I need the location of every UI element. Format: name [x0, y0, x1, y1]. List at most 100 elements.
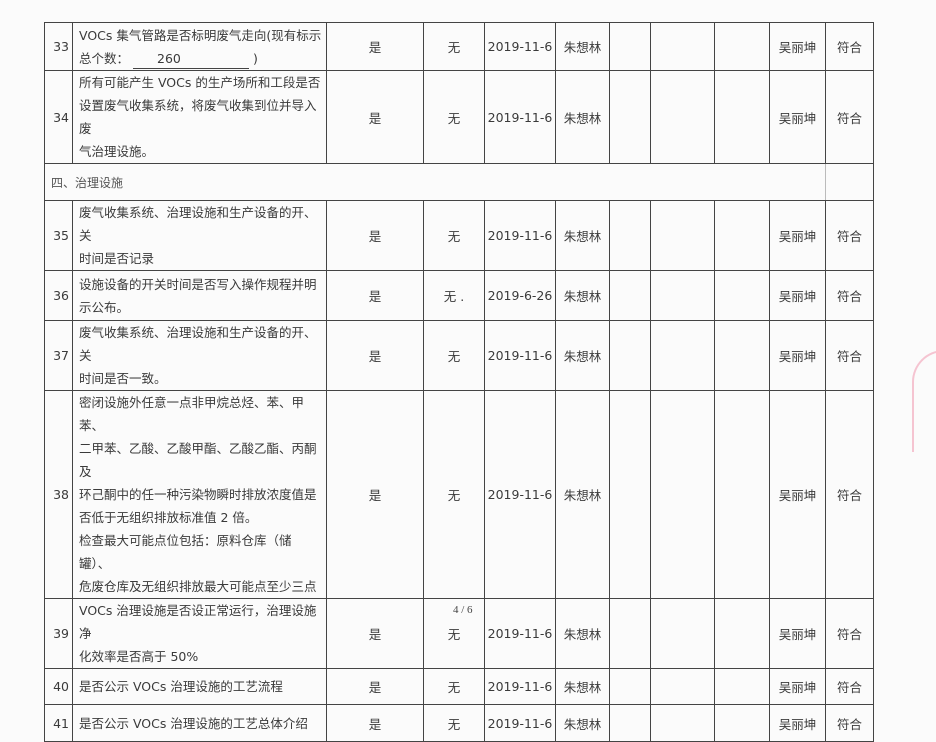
date-cell: 2019-11-6 [484, 200, 556, 271]
date-cell: 2019-11-6 [484, 704, 556, 742]
empty-cell [609, 668, 651, 705]
item-number: 34 [44, 70, 73, 164]
empty-cell [650, 320, 715, 391]
issue-cell: 无 [423, 390, 485, 599]
answer-cell: 是 [326, 200, 424, 271]
table-row: 34 所有可能产生 VOCs 的生产场所和工段是否 设置废气收集系统，将废气收集到位… [44, 70, 874, 164]
date-cell: 2019-11-6 [484, 390, 556, 599]
empty-cell [609, 22, 651, 71]
desc-line: 总个数： [79, 50, 130, 66]
result-cell: 符合 [825, 390, 874, 599]
table-row: 37 废气收集系统、治理设施和生产设备的开、关 时间是否一致。是无 2019-11-6… [44, 320, 874, 391]
item-description: 设施设备的开关时间是否写入操作规程并明 示公布。 [72, 270, 327, 321]
desc-line: 所有可能产生 VOCs 的生产场所和工段是否 [79, 75, 321, 90]
reviewer-cell: 吴丽坤 [769, 22, 826, 71]
reviewer-cell: 吴丽坤 [769, 320, 826, 391]
empty-cell [714, 70, 770, 164]
red-stamp-fragment [912, 350, 936, 452]
empty-cell [609, 704, 651, 742]
desc-line: 时间是否记录 [79, 251, 155, 266]
answer-cell: 是 [326, 22, 424, 71]
section-heading: 四、治理设施 [44, 163, 826, 201]
empty-cell [714, 668, 770, 705]
desc-line: 时间是否一致。 [79, 371, 167, 386]
empty-cell [714, 598, 770, 669]
result-cell: 符合 [825, 704, 874, 742]
empty-cell [650, 704, 715, 742]
desc-line: 检查最大可能点位包括：原料仓库（储罐）、 [79, 533, 292, 571]
desc-line: 化效率是否高于 50% [79, 649, 199, 664]
answer-cell: 是 [326, 668, 424, 705]
result-cell: 符合 [825, 22, 874, 71]
table-row: 36 设施设备的开关时间是否写入操作规程并明 示公布。是无 . 2019-6-26 朱想… [44, 270, 874, 321]
issue-cell: 无 [423, 200, 485, 271]
answer-cell: 是 [326, 598, 424, 669]
item-number: 39 [44, 598, 73, 669]
inspector-cell: 朱想林 [555, 70, 610, 164]
answer-cell: 是 [326, 70, 424, 164]
empty-cell [609, 270, 651, 321]
result-cell: 符合 [825, 320, 874, 391]
empty-cell [650, 22, 715, 71]
empty-cell [609, 390, 651, 599]
answer-cell: 是 [326, 270, 424, 321]
empty-cell [825, 163, 874, 201]
item-number: 33 [44, 22, 73, 71]
date-cell: 2019-6-26 [484, 270, 556, 321]
empty-cell [714, 22, 770, 71]
page-number: 4 / 6 [453, 604, 473, 616]
date-cell: 2019-11-6 [484, 598, 556, 669]
date-cell: 2019-11-6 [484, 70, 556, 164]
answer-cell: 是 [326, 390, 424, 599]
item-description: 废气收集系统、治理设施和生产设备的开、关 时间是否一致。 [72, 320, 327, 391]
item-description: 密闭设施外任意一点非甲烷总烃、苯、甲苯、 二甲苯、乙酸、乙酸甲酯、乙酸乙酯、丙酮及… [72, 390, 327, 599]
date-cell: 2019-11-6 [484, 22, 556, 71]
table-row: 41 是否公示 VOCs 治理设施的工艺总体介绍 是无 2019-11-6 朱想林 吴丽坤… [44, 704, 874, 742]
empty-cell [650, 598, 715, 669]
item-number: 37 [44, 320, 73, 391]
item-number: 38 [44, 390, 73, 599]
issue-cell: 无 [423, 70, 485, 164]
item-description: VOCs 治理设施是否设正常运行，治理设施净 化效率是否高于 50% [72, 598, 327, 669]
reviewer-cell: 吴丽坤 [769, 70, 826, 164]
answer-cell: 是 [326, 320, 424, 391]
desc-line: 危废仓库及无组织排放最大可能点至少三点 [79, 579, 317, 594]
desc-line: 气治理设施。 [79, 144, 155, 159]
date-cell: 2019-11-6 [484, 320, 556, 391]
issue-cell: 无 [423, 320, 485, 391]
item-description: 是否公示 VOCs 治理设施的工艺总体介绍 [72, 704, 327, 742]
inspector-cell: 朱想林 [555, 668, 610, 705]
result-cell: 符合 [825, 270, 874, 321]
item-description: 所有可能产生 VOCs 的生产场所和工段是否 设置废气收集系统，将废气收集到位并导… [72, 70, 327, 164]
inspector-cell: 朱想林 [555, 704, 610, 742]
empty-cell [609, 70, 651, 164]
table-row: 35 废气收集系统、治理设施和生产设备的开、关 时间是否记录是无 2019-11-6 朱… [44, 200, 874, 271]
empty-cell [650, 668, 715, 705]
desc-line: VOCs 集气管路是否标明废气走向(现有标示 [79, 27, 322, 43]
fill-value: 260 [133, 50, 249, 69]
issue-cell: 无 [423, 22, 485, 71]
date-cell: 2019-11-6 [484, 668, 556, 705]
inspector-cell: 朱想林 [555, 270, 610, 321]
answer-cell: 是 [326, 704, 424, 742]
desc-line: 设施设备的开关时间是否写入操作规程并明 [79, 276, 317, 292]
desc-line: 是否公示 VOCs 治理设施的工艺总体介绍 [79, 715, 308, 731]
table-row: 38 密闭设施外任意一点非甲烷总烃、苯、甲苯、 二甲苯、乙酸、乙酸甲酯、乙酸乙酯、丙… [44, 390, 874, 599]
table-row: 33 VOCs 集气管路是否标明废气走向(现有标示 总个数： 260 ) 是无 2019… [44, 22, 874, 71]
empty-cell [714, 704, 770, 742]
empty-cell [714, 390, 770, 599]
item-number: 36 [44, 270, 73, 321]
reviewer-cell: 吴丽坤 [769, 704, 826, 742]
inspection-table: 33 VOCs 集气管路是否标明废气走向(现有标示 总个数： 260 ) 是无 2019… [44, 22, 874, 742]
desc-line: 是否公示 VOCs 治理设施的工艺流程 [79, 679, 283, 694]
table-row: 40 是否公示 VOCs 治理设施的工艺流程 是无 2019-11-6 朱想林 吴丽坤 符合 [44, 668, 874, 705]
issue-cell: 无 [423, 668, 485, 705]
issue-cell: 无 [423, 704, 485, 742]
desc-line: 二甲苯、乙酸、乙酸甲酯、乙酸乙酯、丙酮及 [79, 441, 317, 479]
item-description: VOCs 集气管路是否标明废气走向(现有标示 总个数： 260 ) [72, 22, 327, 71]
item-description: 废气收集系统、治理设施和生产设备的开、关时间是否记录 [72, 200, 327, 271]
fill-suffix: ) [252, 50, 258, 66]
inspector-cell: 朱想林 [555, 320, 610, 391]
desc-line: 废气收集系统、治理设施和生产设备的开、关 [79, 205, 317, 243]
result-cell: 符合 [825, 200, 874, 271]
